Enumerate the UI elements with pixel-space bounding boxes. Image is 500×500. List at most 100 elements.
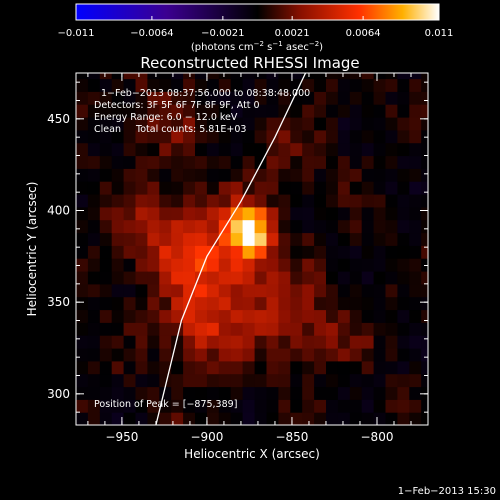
heatmap-cell [159,104,172,118]
heatmap-cell [230,412,244,425]
heatmap-cell [123,232,137,246]
heatmap-cell [421,373,428,388]
heatmap-cell [278,360,291,375]
heatmap-cell [409,91,422,105]
heatmap-cell [385,399,398,413]
heatmap-cell [421,258,428,272]
heatmap-cell [195,296,208,311]
heatmap-cell [99,155,113,169]
heatmap-cell [337,168,351,182]
heatmap-cell [254,283,268,298]
heatmap-cell [206,373,220,388]
heatmap-cell [195,309,208,323]
colorbar-tick-label: −0.0064 [130,28,173,39]
heatmap-cell [206,91,220,105]
heatmap-cell [266,283,279,298]
heatmap-cell [99,91,113,105]
heatmap-cell [337,412,351,425]
heatmap-cell [337,283,351,298]
heatmap-cell [397,104,410,118]
heatmap-cell [302,399,315,413]
heatmap-cell [361,245,375,259]
heatmap-cell [147,271,160,285]
heatmap-cell [123,181,137,195]
heatmap-cell [195,129,208,144]
heatmap-cell [266,245,279,259]
heatmap-cell [314,386,327,400]
heatmap-cell [278,322,291,336]
heatmap-cell [266,309,279,323]
heatmap-cell [337,78,351,92]
heatmap-cell [135,232,148,246]
heatmap-cell [159,348,172,362]
heatmap-cell [421,181,428,195]
heatmap-cell [218,258,232,272]
heatmap-cell [326,129,339,144]
heatmap-cell [99,258,113,272]
heatmap-cell [87,168,101,182]
heatmap-cell [183,155,196,169]
heatmap-cell [278,283,291,298]
heatmap-cell [302,194,315,208]
heatmap-cell [314,360,327,375]
heatmap-cell [206,412,220,425]
heatmap-cell [385,309,398,323]
heatmap-cell [135,373,148,388]
heatmap-cell [206,245,220,259]
heatmap-cell [337,335,351,349]
x-tick-label: −800 [361,430,394,444]
heatmap-cell [397,399,410,413]
heatmap-cell [183,309,196,323]
heatmap-cell [230,129,244,144]
heatmap-cell [302,181,315,195]
heatmap-cell [123,155,137,169]
heatmap-cell [111,181,125,195]
heatmap-cell [326,373,339,388]
heatmap-cell [349,104,363,118]
heatmap-cell [147,91,160,105]
heatmap-cell [254,194,268,208]
heatmap-cell [349,309,363,323]
heatmap-cell [99,412,113,425]
heatmap-cell [385,219,398,234]
heatmap-cell [206,142,220,157]
heatmap-cell [159,181,172,195]
heatmap-cell [337,206,351,221]
heatmap-cell [266,155,279,169]
heatmap-cell [159,412,172,425]
heatmap-cell [206,168,220,182]
heatmap-cell [206,271,220,285]
heatmap-cell [385,322,398,336]
heatmap-cell [290,168,303,182]
heatmap-cell [409,78,422,92]
heatmap-cell [195,360,208,375]
heatmap-cell [183,142,196,157]
heatmap-cell [171,73,184,80]
heatmap-cell [397,142,410,157]
heatmap-cell [302,322,315,336]
heatmap-cell [195,412,208,425]
heatmap-cell [87,386,101,400]
heatmap-cell [421,348,428,362]
heatmap-cell [266,206,279,221]
heatmap-cell [206,386,220,400]
heatmap-cell [302,271,315,285]
heatmap-cell [385,78,398,92]
heatmap-cell [254,373,268,388]
heatmap-cell [266,232,279,246]
heatmap-cell [76,142,89,157]
heatmap-cell [123,142,137,157]
heatmap-cell [183,73,196,80]
heatmap-cell [171,373,184,388]
heatmap-cell [314,142,327,157]
heatmap-cell [349,91,363,105]
heatmap-cell [361,283,375,298]
heatmap-cell [337,219,351,234]
heatmap-cell [278,309,291,323]
heatmap-cell [135,335,148,349]
heatmap-cell [206,348,220,362]
heatmap-cell [349,142,363,157]
heatmap-cell [76,206,89,221]
heatmap-cell [361,73,375,80]
heatmap-cell [421,206,428,221]
